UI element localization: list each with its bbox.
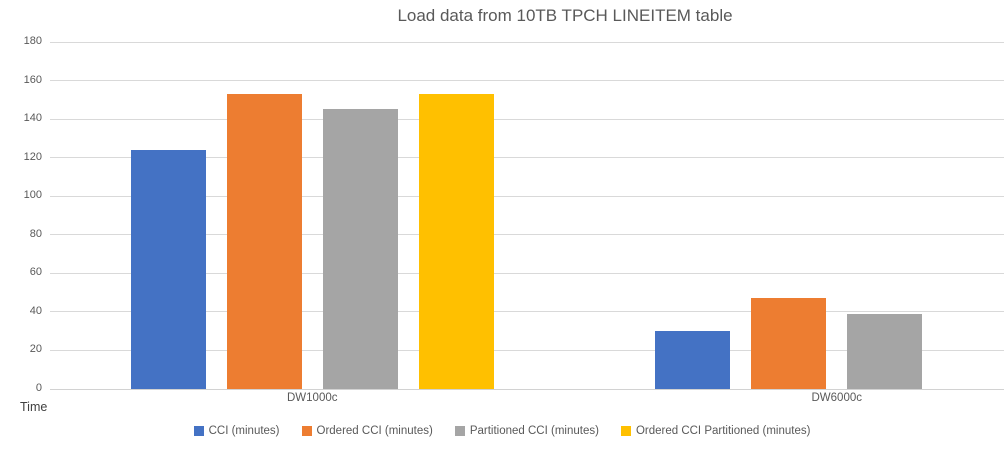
x-category-label-dw6000c: DW6000c	[811, 392, 863, 404]
y-tick-label-40: 40	[29, 304, 42, 317]
gridline-y-100	[50, 195, 1004, 197]
legend-label: Ordered CCI Partitioned (minutes)	[635, 425, 811, 437]
y-tick-label-160: 160	[23, 73, 42, 86]
gridline-y-80	[50, 234, 1004, 236]
y-tick-label-180: 180	[23, 35, 42, 47]
y-tick-label-60: 60	[29, 266, 42, 279]
bar-dw6000c-partitioned-cci-minutes	[847, 313, 923, 389]
legend-label: CCI (minutes)	[208, 425, 280, 437]
bar-dw1000c-ordered-cci-partitioned-minutes	[418, 94, 494, 389]
y-tick-label-20: 20	[29, 343, 42, 356]
gridline-y-180	[50, 41, 1004, 43]
y-tick-label-0: 0	[35, 382, 42, 394]
bar-dw1000c-partitioned-cci-minutes	[322, 109, 398, 389]
legend-swatch-icon	[301, 426, 312, 436]
legend-label: Partitioned CCI (minutes)	[469, 425, 599, 437]
bar-dw1000c-cci-minutes	[130, 149, 206, 389]
y-tick-label-100: 100	[23, 189, 42, 202]
legend-item-partitioned-cci-minutes: Partitioned CCI (minutes)	[454, 425, 599, 437]
y-axis-title: Time	[20, 400, 48, 414]
gridline-y-120	[50, 157, 1004, 159]
y-tick-label-140: 140	[23, 112, 42, 125]
y-tick-label-120: 120	[23, 150, 42, 163]
bar-dw6000c-ordered-cci-minutes	[751, 298, 827, 389]
gridline-y-60	[50, 272, 1004, 274]
chart-title: Load data from 10TB TPCH LINEITEM table	[397, 6, 733, 25]
bar-dw6000c-cci-minutes	[655, 331, 731, 389]
gridline-y-160	[50, 80, 1004, 82]
x-axis-line	[50, 388, 1004, 390]
legend-swatch-icon	[193, 426, 204, 436]
gridline-y-20	[50, 349, 1004, 351]
legend-swatch-icon	[454, 426, 465, 436]
x-category-label-dw1000c: DW1000c	[287, 392, 338, 404]
legend-swatch-icon	[620, 426, 631, 436]
legend-item-ordered-cci-minutes: Ordered CCI (minutes)	[301, 425, 433, 437]
legend-item-cci-minutes: CCI (minutes)	[193, 425, 280, 437]
legend-item-ordered-cci-partitioned-minutes: Ordered CCI Partitioned (minutes)	[620, 425, 811, 437]
gridline-y-40	[50, 311, 1004, 313]
chart-legend: CCI (minutes) Ordered CCI (minutes) Partit…	[0, 425, 1004, 437]
legend-label: Ordered CCI (minutes)	[316, 425, 433, 437]
y-tick-label-80: 80	[29, 227, 42, 240]
bar-dw1000c-ordered-cci-minutes	[226, 94, 302, 389]
gridline-y-140	[50, 118, 1004, 120]
